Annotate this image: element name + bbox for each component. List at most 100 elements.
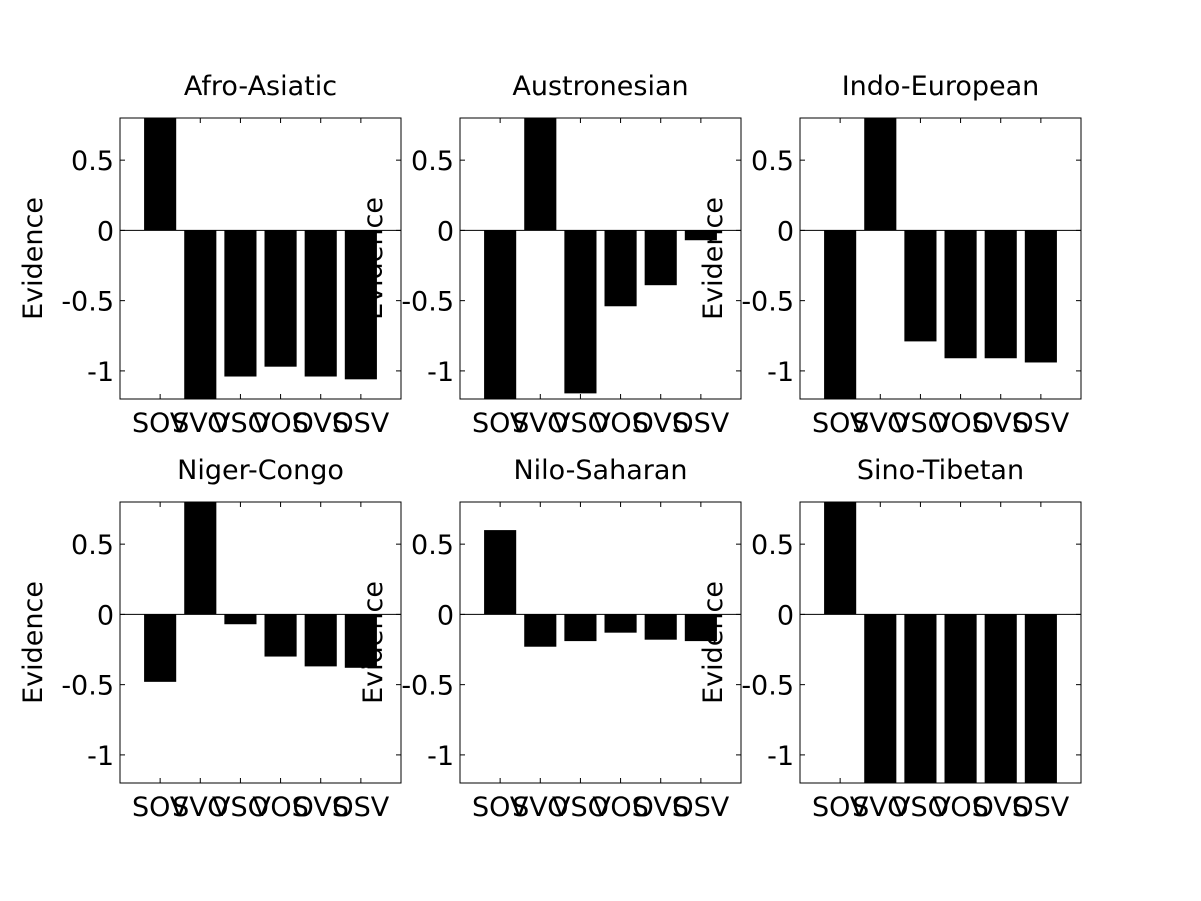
- bars-group: [824, 502, 1057, 783]
- x-tick-label: SOV: [472, 408, 529, 439]
- bar-sov: [144, 614, 177, 682]
- bar-svo: [864, 118, 897, 231]
- bar-osv: [684, 614, 717, 642]
- plot-frame: [799, 117, 1082, 400]
- bar-osv: [1024, 230, 1057, 363]
- x-tick-label: SOV: [472, 792, 529, 823]
- x-tick-label: OVS: [293, 408, 349, 439]
- bar-ovs: [984, 614, 1017, 783]
- bar-vos: [944, 230, 977, 359]
- y-tick-label: -0.5: [741, 287, 794, 318]
- bar-sov: [144, 118, 177, 231]
- x-tick-label: VSO: [552, 408, 609, 439]
- bar-vos: [604, 230, 637, 307]
- x-tick-label: SVO: [172, 408, 228, 439]
- bar-sov: [824, 502, 857, 615]
- y-tick-label: -0.5: [401, 671, 454, 702]
- y-tick-label: 0.5: [71, 146, 114, 177]
- bar-svo: [524, 614, 557, 647]
- plot-frame: [119, 117, 402, 400]
- y-tick-label: -1: [767, 357, 794, 388]
- y-tick-label: -1: [87, 741, 114, 772]
- subplot-title: Indo-European: [842, 71, 1040, 102]
- x-tick-label: SVO: [852, 792, 908, 823]
- bar-svo: [184, 230, 217, 399]
- x-tick-label: VOS: [932, 408, 988, 439]
- x-tick-label: OSV: [672, 792, 729, 823]
- y-axis-label: Evidence: [358, 197, 389, 320]
- bar-vos: [604, 614, 637, 633]
- y-tick-label: 0.5: [411, 146, 454, 177]
- plot-frame: [119, 501, 402, 784]
- bar-vso: [224, 614, 257, 625]
- bar-sov: [484, 530, 517, 615]
- subplot-title: Nilo-Saharan: [513, 455, 687, 486]
- y-tick-label: -1: [427, 357, 454, 388]
- y-tick-label: 0: [97, 216, 114, 247]
- plot-frame: [799, 501, 1082, 784]
- x-tick-label: VOS: [932, 792, 988, 823]
- bar-sov: [484, 230, 517, 399]
- bar-osv: [344, 614, 377, 668]
- y-axis-label: Evidence: [18, 581, 49, 704]
- bar-svo: [184, 502, 217, 615]
- y-tick-label: 0: [97, 600, 114, 631]
- bar-vos: [944, 614, 977, 783]
- y-tick-label: -1: [767, 741, 794, 772]
- bar-ovs: [984, 230, 1017, 359]
- y-tick-label: -1: [87, 357, 114, 388]
- x-tick-label: VOS: [252, 408, 308, 439]
- bar-vso: [564, 230, 597, 394]
- x-tick-label: OVS: [633, 792, 689, 823]
- x-tick-label: OSV: [1012, 792, 1069, 823]
- y-axis-label: Evidence: [698, 581, 729, 704]
- x-tick-label: VOS: [252, 792, 308, 823]
- bar-sov: [824, 230, 857, 399]
- y-tick-label: 0.5: [751, 530, 794, 561]
- x-tick-label: OVS: [293, 792, 349, 823]
- x-tick-label: SOV: [812, 792, 869, 823]
- y-tick-label: -0.5: [61, 287, 114, 318]
- x-tick-label: VSO: [892, 792, 949, 823]
- y-tick-label: -0.5: [61, 671, 114, 702]
- bar-osv: [684, 230, 717, 241]
- y-tick-label: 0.5: [751, 146, 794, 177]
- x-tick-label: SOV: [132, 408, 189, 439]
- x-tick-label: VSO: [212, 792, 269, 823]
- y-axis-label: Evidence: [358, 581, 389, 704]
- x-tick-label: OSV: [1012, 408, 1069, 439]
- x-tick-label: OVS: [973, 408, 1029, 439]
- x-tick-label: OVS: [633, 408, 689, 439]
- x-tick-label: SVO: [512, 792, 568, 823]
- bar-vos: [264, 230, 297, 367]
- x-tick-label: SVO: [172, 792, 228, 823]
- bars-group: [484, 118, 717, 399]
- y-tick-label: -0.5: [741, 671, 794, 702]
- x-tick-label: SVO: [852, 408, 908, 439]
- subplot-title: Afro-Asiatic: [184, 71, 337, 102]
- bars-group: [484, 530, 717, 647]
- subplot-title: Austronesian: [512, 71, 688, 102]
- x-tick-label: OVS: [973, 792, 1029, 823]
- bar-osv: [1024, 614, 1057, 783]
- y-axis-label: Evidence: [18, 197, 49, 320]
- bar-svo: [864, 614, 897, 783]
- y-tick-label: -1: [427, 741, 454, 772]
- bar-vso: [904, 230, 937, 342]
- x-tick-label: SOV: [132, 792, 189, 823]
- x-tick-label: OSV: [672, 408, 729, 439]
- bar-svo: [524, 118, 557, 231]
- x-tick-label: VSO: [552, 792, 609, 823]
- y-tick-label: 0: [777, 600, 794, 631]
- y-tick-label: 0.5: [411, 530, 454, 561]
- plot-frame: [459, 501, 742, 784]
- bar-ovs: [304, 614, 337, 667]
- bars-group: [144, 502, 377, 682]
- bar-ovs: [644, 230, 677, 286]
- x-tick-label: OSV: [332, 792, 389, 823]
